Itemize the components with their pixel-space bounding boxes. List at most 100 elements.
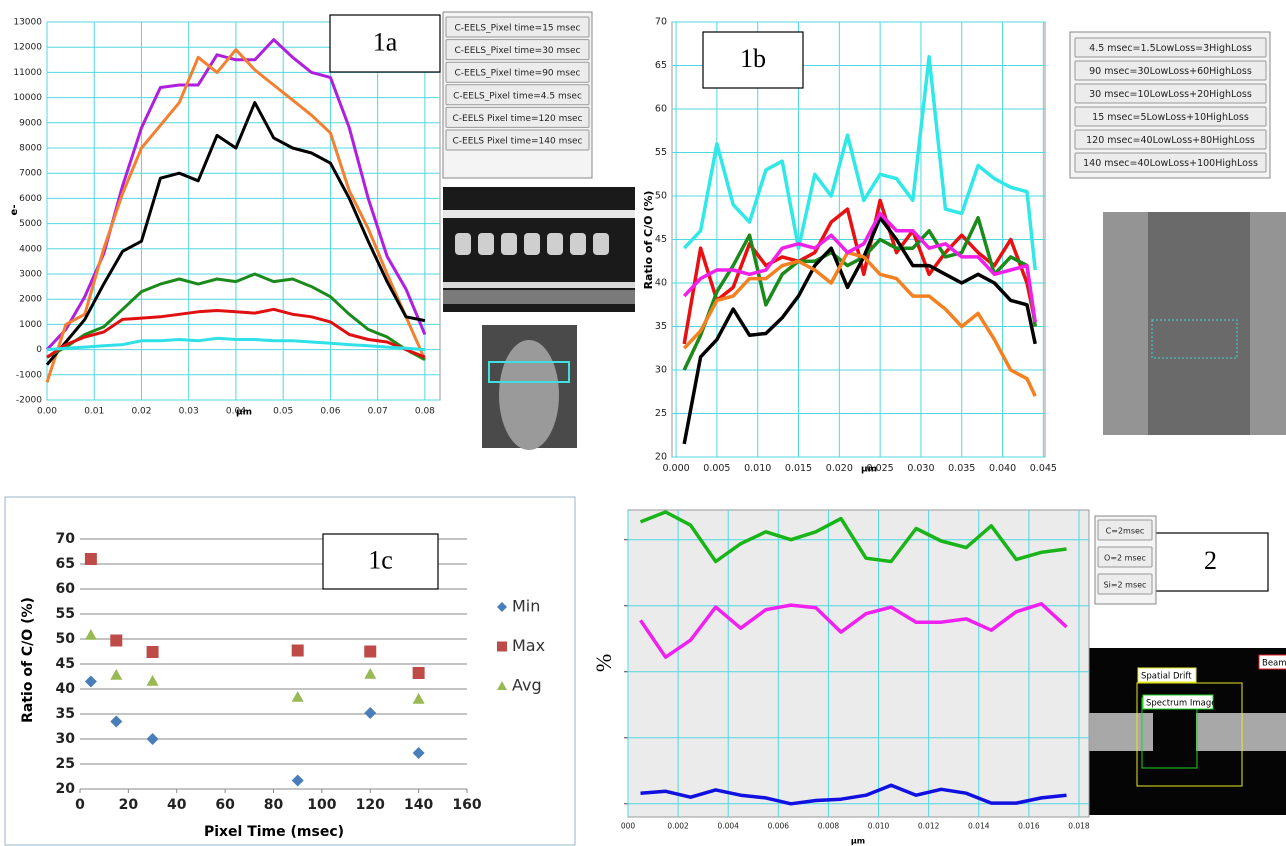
y-tick-label: 45 — [655, 234, 667, 245]
y-tick-label: 70 — [56, 531, 76, 547]
y-tick-label: 9000 — [19, 118, 42, 128]
y-tick-label: 40 — [56, 681, 76, 697]
micrograph-feature — [499, 340, 559, 450]
x-tick-label: 40 — [167, 797, 187, 813]
legend-marker — [497, 681, 507, 690]
micrograph-band — [443, 210, 635, 218]
y-tick-label: 11000 — [13, 68, 42, 78]
legend-label[interactable]: C-EELS_Pixel time=90 msec — [455, 69, 581, 79]
legend-label[interactable]: O=2 msec — [1104, 554, 1146, 563]
micrograph-features — [455, 233, 609, 255]
legend-label[interactable]: C-EELS_Pixel time=30 msec — [455, 46, 581, 56]
x-tick-label: 0.004 — [717, 822, 739, 831]
legend-label[interactable]: C-EELS Pixel time=140 msec — [452, 137, 582, 147]
legend-label[interactable]: 4.5 msec=1.5LowLoss=3HighLoss — [1089, 43, 1252, 54]
x-tick-label: 0.045 — [1030, 463, 1057, 474]
x-tick-label: 80 — [264, 797, 284, 813]
x-tick-label: 0.002 — [667, 822, 689, 831]
x-tick-label: 0 — [75, 797, 85, 813]
x-tick-label: 160 — [452, 797, 481, 813]
y-tick-label: 60 — [56, 581, 76, 597]
x-tick-label: 0.020 — [826, 463, 853, 474]
image-label: Spatial Drift — [1141, 672, 1192, 682]
x-tick-label: 0.006 — [768, 822, 790, 831]
x-tick-label: 140 — [404, 797, 433, 813]
legend-marker — [497, 642, 507, 652]
y-tick-label: 10000 — [13, 93, 42, 103]
x-tick-label: 0.030 — [907, 463, 934, 474]
micrograph-band — [443, 282, 635, 288]
x-tick-label: 0.015 — [785, 463, 812, 474]
x-tick-label: 0.03 — [179, 407, 199, 417]
y-tick-label: 35 — [56, 706, 75, 722]
legend-label[interactable]: 30 msec=10LowLoss+20HighLoss — [1089, 89, 1252, 100]
y-tick-label: 55 — [655, 147, 667, 158]
annotation: 2 — [1204, 546, 1217, 575]
y-tick-label: 2000 — [19, 295, 42, 305]
annotation: 1b — [740, 44, 766, 73]
point — [110, 635, 122, 647]
x-tick-label: 0.01 — [84, 407, 104, 417]
annotation: 1c — [368, 545, 393, 574]
legend-label: Max — [512, 636, 545, 655]
y-tick-label: 1000 — [19, 320, 42, 330]
y-tick-label: 30 — [56, 731, 76, 747]
y-tick-label: 25 — [655, 408, 667, 419]
x-tick-label: 100 — [307, 797, 336, 813]
y-tick-label: 20 — [655, 452, 667, 463]
plot-area — [47, 22, 440, 400]
y-axis-label: e- — [9, 205, 20, 216]
y-tick-label: 55 — [56, 606, 75, 622]
x-tick-label: 000 — [621, 822, 636, 831]
legend-label[interactable]: 90 msec=30LowLoss+60HighLoss — [1089, 66, 1252, 77]
y-tick-label: 13000 — [13, 18, 42, 28]
x-tick-label: 0.014 — [968, 822, 990, 831]
x-axis-label: μm — [851, 837, 865, 846]
x-tick-label: 0.02 — [131, 407, 151, 417]
x-tick-label: 0.008 — [818, 822, 840, 831]
x-tick-label: 0.040 — [989, 463, 1016, 474]
y-tick-label: 65 — [56, 556, 75, 572]
x-axis-label: Pixel Time (msec) — [204, 824, 344, 840]
legend-label[interactable]: C-EELS_Pixel time=15 msec — [455, 24, 581, 34]
point — [292, 645, 304, 657]
x-tick-label: 0.07 — [368, 407, 388, 417]
y-tick-label: 60 — [655, 104, 667, 115]
legend-label[interactable]: 120 msec=40LowLoss+80HighLoss — [1086, 135, 1255, 146]
y-tick-label: 50 — [56, 631, 76, 647]
y-tick-label: 0 — [36, 345, 42, 355]
x-tick-label: 20 — [119, 797, 139, 813]
x-tick-label: 0.035 — [948, 463, 975, 474]
legend-label[interactable]: C=2msec — [1106, 527, 1145, 536]
micrograph-feature — [1087, 713, 1153, 751]
y-axis-label: Ratio of C/O (%) — [20, 597, 36, 723]
y-axis-label: % — [591, 654, 616, 672]
plot-area — [628, 510, 1089, 817]
x-tick-label: 0.010 — [868, 822, 890, 831]
legend-label[interactable]: C-EELS_Pixel time=4.5 msec — [453, 91, 582, 101]
legend-label[interactable]: Si=2 msec — [1104, 581, 1147, 590]
y-tick-label: 20 — [56, 781, 76, 797]
y-tick-label: 5000 — [19, 219, 42, 229]
y-tick-label: 8000 — [19, 144, 42, 154]
micrograph-band — [443, 290, 635, 304]
x-tick-label: 0.06 — [320, 407, 340, 417]
point — [364, 646, 376, 658]
x-tick-label: 0.010 — [744, 463, 771, 474]
y-tick-label: 40 — [655, 278, 667, 289]
x-tick-label: 0.05 — [273, 407, 293, 417]
micrograph-noise — [1103, 212, 1148, 435]
figure: -2000-1000010002000300040005000600070008… — [0, 0, 1286, 846]
y-tick-label: -2000 — [16, 396, 42, 406]
y-tick-label: 65 — [655, 60, 667, 71]
image-label: Beam — [1262, 659, 1286, 669]
micrograph-noise — [1250, 212, 1286, 435]
x-tick-label: 0.00 — [37, 407, 57, 417]
x-axis-label: μm — [236, 408, 252, 418]
legend-label[interactable]: C-EELS Pixel time=120 msec — [452, 114, 582, 124]
legend-label[interactable]: 15 msec=5LowLoss+10HighLoss — [1092, 112, 1249, 123]
x-tick-label: 0.000 — [662, 463, 689, 474]
legend-label[interactable]: 140 msec=40LowLoss+100HighLoss — [1083, 158, 1258, 169]
point — [147, 646, 159, 658]
y-tick-label: -1000 — [16, 370, 42, 380]
